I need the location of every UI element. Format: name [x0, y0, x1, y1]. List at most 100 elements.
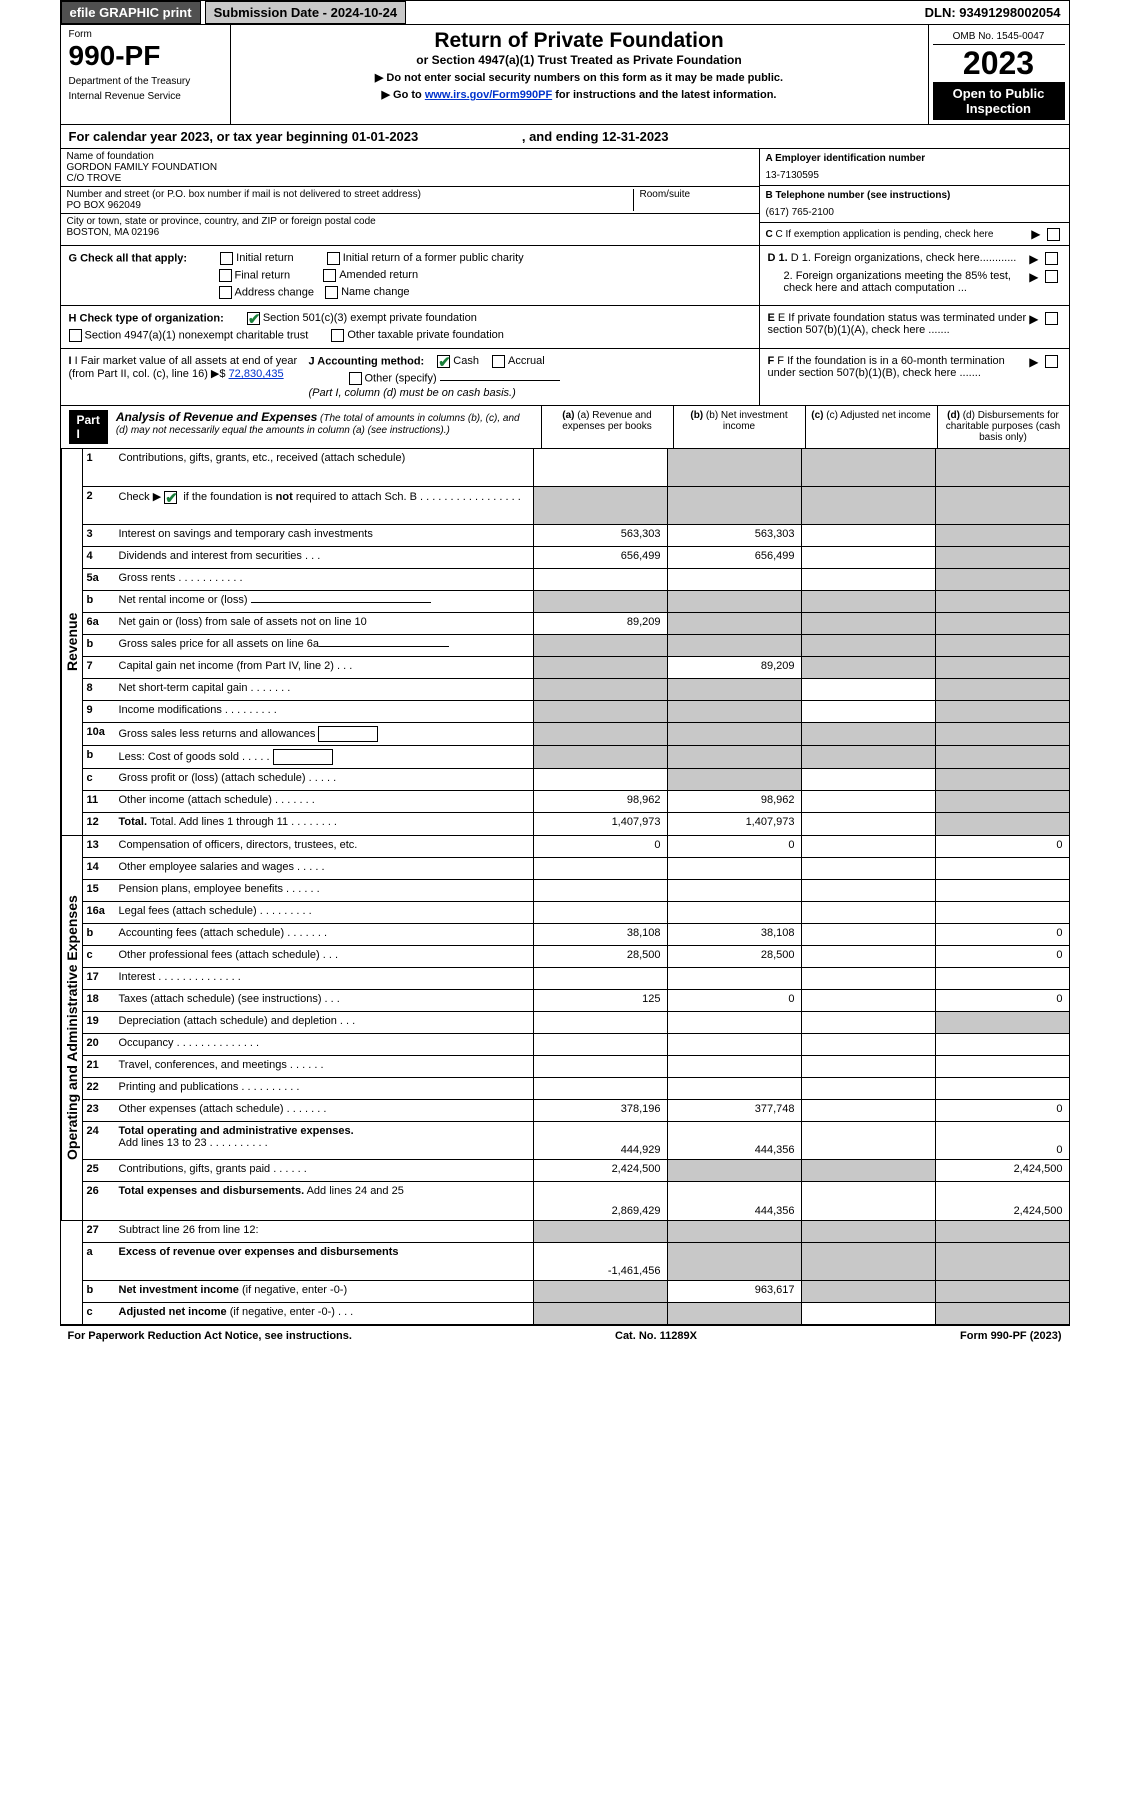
table-row: 6aNet gain or (loss) from sale of assets…	[83, 613, 1069, 635]
city-label: City or town, state or province, country…	[67, 216, 753, 227]
j3-label: Other (specify)	[365, 372, 437, 384]
j3-checkbox[interactable]	[349, 372, 362, 385]
part1-desc-cell: Part I Analysis of Revenue and Expenses …	[61, 406, 541, 448]
expenses-side-label: Operating and Administrative Expenses	[61, 836, 82, 1220]
table-row: 20Occupancy . . . . . . . . . . . . . .	[83, 1034, 1069, 1056]
schb-checkbox[interactable]	[164, 491, 177, 504]
expenses-block: Operating and Administrative Expenses 13…	[61, 836, 1069, 1221]
expenses-rows: 13Compensation of officers, directors, t…	[83, 836, 1069, 1220]
e-checkbox[interactable]	[1045, 312, 1058, 325]
note2-pre: ▶ Go to	[382, 89, 425, 101]
f-checkbox[interactable]	[1045, 355, 1058, 368]
arrow-icon: ▶	[1029, 252, 1038, 266]
top-bar: efile GRAPHIC print Submission Date - 20…	[61, 1, 1069, 25]
note2-post: for instructions and the latest informat…	[552, 89, 776, 101]
col-b-label: (b) Net investment income	[706, 410, 788, 432]
j-label: J Accounting method:	[309, 355, 425, 367]
table-row: 23Other expenses (attach schedule) . . .…	[83, 1100, 1069, 1122]
h3-checkbox[interactable]	[331, 329, 344, 342]
h2-checkbox[interactable]	[69, 329, 82, 342]
g2-label: Initial return of a former public charit…	[343, 252, 524, 264]
table-row: cGross profit or (loss) (attach schedule…	[83, 769, 1069, 791]
arrow-icon: ▶	[1029, 312, 1038, 336]
ij-left: I I Fair market value of all assets at e…	[61, 349, 759, 405]
identity-row: Name of foundation GORDON FAMILY FOUNDAT…	[61, 149, 1069, 246]
footer-mid: Cat. No. 11289X	[615, 1330, 697, 1342]
col-c-label: (c) Adjusted net income	[826, 410, 931, 421]
e-label: E If private foundation status was termi…	[768, 312, 1027, 336]
footer-right: Form 990-PF (2023)	[960, 1330, 1062, 1342]
expenses-side: Operating and Administrative Expenses	[61, 836, 83, 1220]
table-row: 8Net short-term capital gain . . . . . .…	[83, 679, 1069, 701]
table-row: 25Contributions, gifts, grants paid . . …	[83, 1160, 1069, 1182]
form-link[interactable]: www.irs.gov/Form990PF	[425, 89, 552, 101]
city-cell: City or town, state or province, country…	[61, 214, 759, 240]
table-row: 9Income modifications . . . . . . . . .	[83, 701, 1069, 723]
col-a-head: (a) (a) Revenue and expenses per books	[541, 406, 673, 448]
table-row: 17Interest . . . . . . . . . . . . . .	[83, 968, 1069, 990]
part1-badge: Part I	[69, 410, 108, 444]
table-row: 10aGross sales less returns and allowanc…	[83, 723, 1069, 746]
table-row: 21Travel, conferences, and meetings . . …	[83, 1056, 1069, 1078]
col-d-head: (d) (d) Disbursements for charitable pur…	[937, 406, 1069, 448]
form-label: Form	[69, 29, 222, 40]
f-right: F F If the foundation is in a 60-month t…	[759, 349, 1069, 405]
table-row: 7Capital gain net income (from Part IV, …	[83, 657, 1069, 679]
form-number-box: Form 990-PF Department of the Treasury I…	[61, 25, 231, 124]
table-row: 26Total expenses and disbursements. Add …	[83, 1182, 1069, 1220]
line27-side	[61, 1221, 83, 1325]
j2-checkbox[interactable]	[492, 355, 505, 368]
h1-checkbox[interactable]	[247, 312, 260, 325]
table-row: 4Dividends and interest from securities …	[83, 547, 1069, 569]
table-row: bAccounting fees (attach schedule) . . .…	[83, 924, 1069, 946]
d2-checkbox[interactable]	[1045, 270, 1058, 283]
ein-cell: A Employer identification number 13-7130…	[760, 149, 1069, 186]
g-label: G Check all that apply:	[69, 252, 188, 264]
h-section: H Check type of organization: Section 50…	[61, 306, 1069, 349]
col-a-label: (a) Revenue and expenses per books	[562, 410, 652, 432]
table-row: bNet rental income or (loss)	[83, 591, 1069, 613]
c-label: C If exemption application is pending, c…	[776, 229, 994, 240]
g5-checkbox[interactable]	[219, 286, 232, 299]
form-number: 990-PF	[69, 40, 222, 72]
g1-checkbox[interactable]	[220, 252, 233, 265]
tax-year: 2023	[933, 45, 1065, 82]
dept-treasury: Department of the Treasury	[69, 76, 222, 87]
efile-button[interactable]: efile GRAPHIC print	[61, 1, 201, 24]
cal-year-mid: , and ending	[518, 129, 602, 144]
table-row: 14Other employee salaries and wages . . …	[83, 858, 1069, 880]
h-left: H Check type of organization: Section 50…	[61, 306, 759, 348]
table-row: cOther professional fees (attach schedul…	[83, 946, 1069, 968]
phone-label: B Telephone number (see instructions)	[766, 190, 951, 201]
omb-number: OMB No. 1545-0047	[933, 29, 1065, 45]
revenue-side: Revenue	[61, 449, 83, 835]
table-row: 2Check ▶ if the foundation is not requir…	[83, 487, 1069, 525]
table-row: 12Total. Total. Add lines 1 through 11 .…	[83, 813, 1069, 835]
d1-checkbox[interactable]	[1045, 252, 1058, 265]
c-checkbox[interactable]	[1047, 228, 1060, 241]
name-label: Name of foundation	[67, 151, 753, 162]
line27-block: 27Subtract line 26 from line 12: aExcess…	[61, 1221, 1069, 1325]
title-note-2: ▶ Go to www.irs.gov/Form990PF for instru…	[243, 88, 916, 101]
title-main: Return of Private Foundation	[243, 29, 916, 53]
d2-label: 2. Foreign organizations meeting the 85%…	[768, 270, 1030, 294]
part1-title: Analysis of Revenue and Expenses	[116, 410, 317, 424]
j1-checkbox[interactable]	[437, 355, 450, 368]
g6-checkbox[interactable]	[325, 286, 338, 299]
table-row: aExcess of revenue over expenses and dis…	[83, 1243, 1069, 1281]
g2-checkbox[interactable]	[327, 252, 340, 265]
title-box: Return of Private Foundation or Section …	[231, 25, 929, 124]
revenue-block: Revenue 1Contributions, gifts, grants, e…	[61, 449, 1069, 836]
table-row: 3Interest on savings and temporary cash …	[83, 525, 1069, 547]
revenue-rows: 1Contributions, gifts, grants, etc., rec…	[83, 449, 1069, 835]
arrow-icon: ▶	[1029, 270, 1038, 294]
identity-right: A Employer identification number 13-7130…	[759, 149, 1069, 245]
g4-checkbox[interactable]	[323, 269, 336, 282]
table-row: 13Compensation of officers, directors, t…	[83, 836, 1069, 858]
arrow-icon: ▶	[1031, 227, 1040, 241]
g3-checkbox[interactable]	[219, 269, 232, 282]
h3-label: Other taxable private foundation	[347, 329, 504, 341]
room-label: Room/suite	[640, 189, 753, 200]
phone-cell: B Telephone number (see instructions) (6…	[760, 186, 1069, 223]
table-row: bLess: Cost of goods sold . . . . .	[83, 746, 1069, 769]
